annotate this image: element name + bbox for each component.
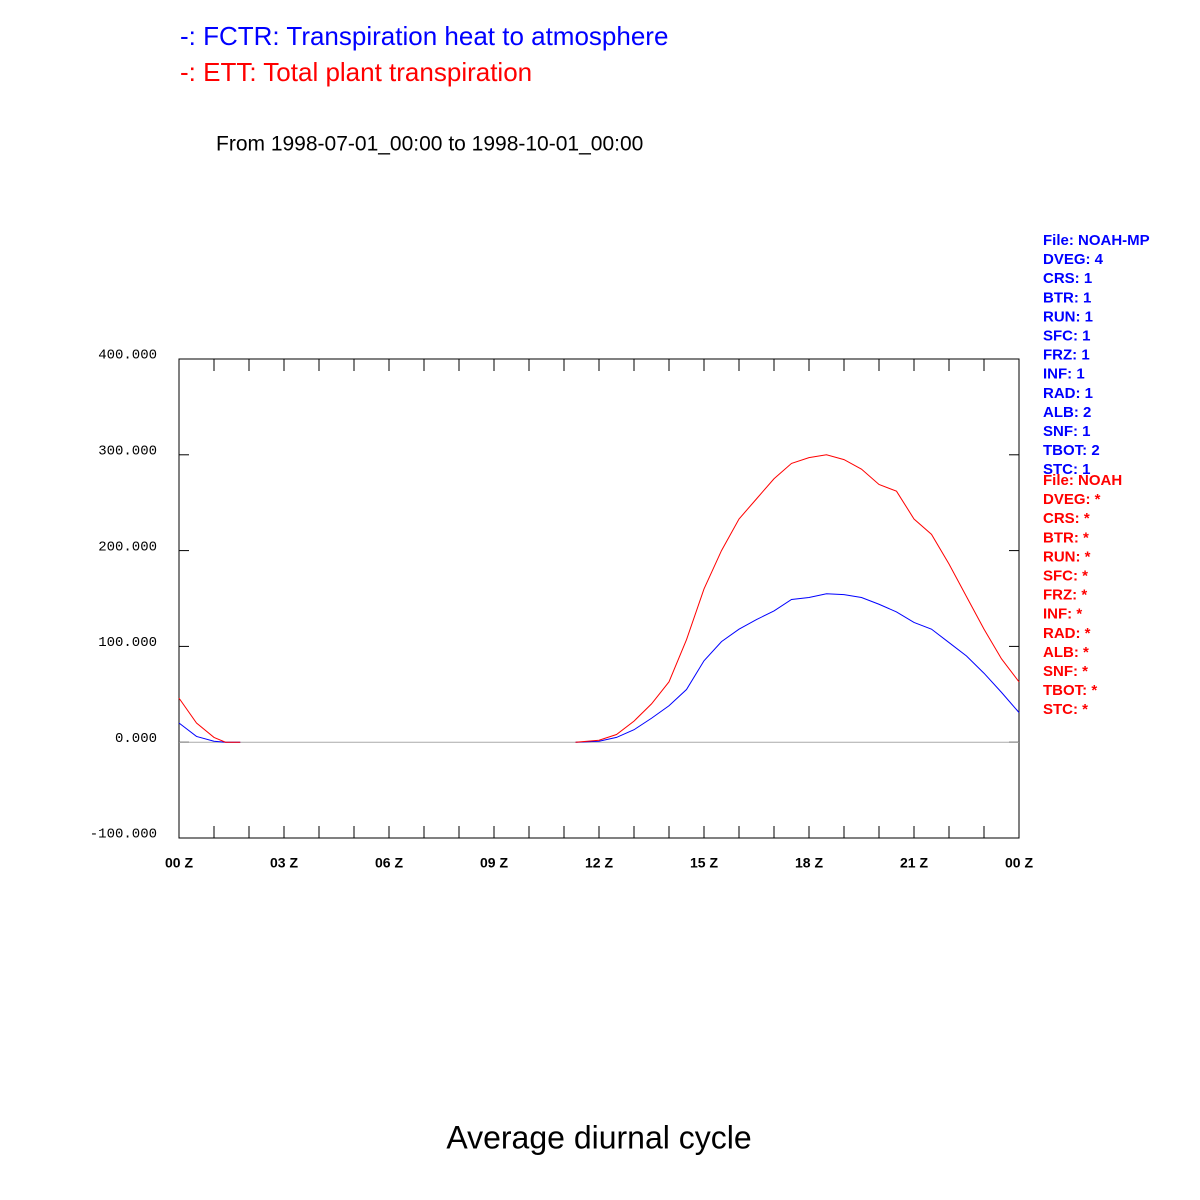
annotation: BTR: 1 [1043, 289, 1091, 306]
y-tick-label: 100.000 [98, 635, 157, 651]
annotation: RUN: * [1043, 548, 1091, 565]
annotation: RAD: 1 [1043, 385, 1093, 402]
annotation: ALB: * [1043, 644, 1089, 661]
annotation: DVEG: * [1043, 491, 1101, 508]
annotation: BTR: * [1043, 529, 1089, 546]
chart-title: Average diurnal cycle [446, 1119, 751, 1155]
annotation: TBOT: 2 [1043, 442, 1100, 459]
annotation: File: NOAH-MP [1043, 232, 1150, 249]
annotation: STC: 1 [1043, 461, 1091, 478]
annotation: DVEG: 4 [1043, 251, 1104, 268]
y-tick-label: 300.000 [98, 444, 157, 460]
legend-entry: -: FCTR: Transpiration heat to atmospher… [180, 21, 668, 51]
annotation: INF: 1 [1043, 366, 1085, 383]
y-tick-label: 0.000 [115, 731, 157, 747]
annotation: FRZ: * [1043, 587, 1087, 604]
annotation: File: NOAH [1043, 472, 1122, 489]
chart-subtitle: From 1998-07-01_00:00 to 1998-10-01_00:0… [216, 133, 643, 156]
x-tick-label: 09 Z [480, 855, 508, 871]
annotation: ALB: 2 [1043, 404, 1091, 421]
annotation: STC: * [1043, 701, 1088, 718]
x-tick-label: 21 Z [900, 855, 928, 871]
annotation: RAD: * [1043, 625, 1091, 642]
series-line [178, 454, 1020, 743]
annotation: SFC: 1 [1043, 327, 1091, 344]
x-tick-label: 12 Z [585, 855, 613, 871]
annotation: FRZ: 1 [1043, 347, 1090, 364]
annotation: SNF: * [1043, 663, 1088, 680]
legend-entry: -: ETT: Total plant transpiration [180, 57, 532, 87]
annotation: SFC: * [1043, 567, 1088, 584]
x-tick-label: 18 Z [795, 855, 823, 871]
annotation: TBOT: * [1043, 682, 1097, 699]
x-tick-label: 00 Z [165, 855, 193, 871]
y-tick-label: 400.000 [98, 348, 157, 364]
annotation: RUN: 1 [1043, 308, 1093, 325]
x-tick-label: 15 Z [690, 855, 718, 871]
annotation: INF: * [1043, 606, 1082, 623]
annotation: SNF: 1 [1043, 423, 1091, 440]
x-tick-label: 06 Z [375, 855, 403, 871]
y-tick-label: 200.000 [98, 539, 157, 555]
annotation: CRS: 1 [1043, 270, 1092, 287]
x-tick-label: 03 Z [270, 855, 298, 871]
x-tick-label: 00 Z [1005, 855, 1033, 871]
y-tick-label: -100.000 [90, 827, 157, 843]
annotation: CRS: * [1043, 510, 1090, 527]
